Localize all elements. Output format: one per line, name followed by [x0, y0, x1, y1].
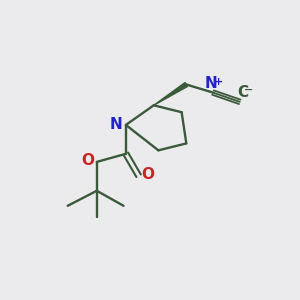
- Text: C: C: [238, 85, 249, 100]
- Polygon shape: [154, 82, 188, 105]
- Text: O: O: [141, 167, 154, 182]
- Text: N: N: [110, 117, 122, 132]
- Text: N: N: [204, 76, 217, 91]
- Text: +: +: [214, 76, 223, 86]
- Text: O: O: [81, 152, 94, 167]
- Text: −: −: [244, 85, 253, 95]
